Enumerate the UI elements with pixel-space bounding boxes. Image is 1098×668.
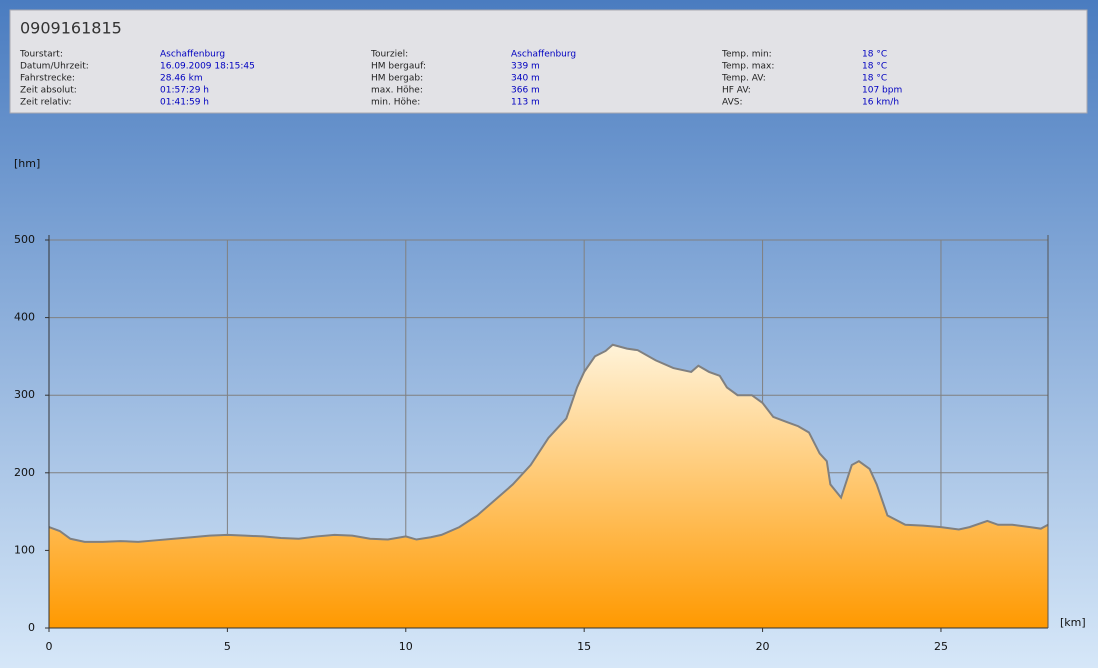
info-label: Zeit relativ: bbox=[20, 98, 72, 108]
x-axis-label: [km] bbox=[1060, 616, 1086, 629]
info-value: 16 km/h bbox=[862, 98, 899, 108]
info-panel bbox=[9, 9, 1088, 114]
info-value: 01:41:59 h bbox=[160, 98, 209, 108]
x-tick-label: 15 bbox=[577, 640, 591, 653]
info-value: 339 m bbox=[511, 62, 540, 72]
info-label: HF AV: bbox=[722, 86, 751, 96]
y-tick-label: 300 bbox=[14, 388, 35, 401]
title: 0909161815 bbox=[20, 19, 122, 38]
info-value: 340 m bbox=[511, 74, 540, 84]
info-value: 366 m bbox=[511, 86, 540, 96]
info-label: Tourstart: bbox=[19, 50, 63, 60]
info-label: max. Höhe: bbox=[371, 86, 423, 96]
y-tick-label: 0 bbox=[28, 621, 35, 634]
x-tick-label: 0 bbox=[46, 640, 53, 653]
info-label: Temp. max: bbox=[721, 62, 774, 72]
info-value: 113 m bbox=[511, 98, 540, 108]
x-tick-label: 10 bbox=[399, 640, 413, 653]
info-label: HM bergab: bbox=[371, 74, 423, 84]
info-value: 107 bpm bbox=[862, 86, 902, 96]
info-value: 01:57:29 h bbox=[160, 86, 209, 96]
info-label: min. Höhe: bbox=[371, 98, 420, 108]
y-tick-label: 100 bbox=[14, 543, 35, 556]
info-value: 18 °C bbox=[862, 62, 887, 72]
y-tick-label: 500 bbox=[14, 233, 35, 246]
info-label: Zeit absolut: bbox=[20, 86, 77, 96]
x-tick-label: 25 bbox=[934, 640, 948, 653]
y-tick-label: 400 bbox=[14, 311, 35, 324]
y-axis-label: [hm] bbox=[14, 157, 40, 170]
area-line bbox=[48, 343, 1049, 543]
info-label: Temp. AV: bbox=[721, 74, 766, 84]
x-tick-label: 5 bbox=[224, 640, 231, 653]
y-tick-label: 200 bbox=[14, 466, 35, 479]
info-value: 18 °C bbox=[862, 74, 887, 84]
info-value: Aschaffenburg bbox=[511, 50, 576, 60]
info-label: Temp. min: bbox=[721, 50, 772, 60]
info-label: Datum/Uhrzeit: bbox=[20, 62, 89, 72]
area-fill bbox=[49, 344, 1048, 628]
info-value: Aschaffenburg bbox=[160, 50, 225, 60]
info-value: 28.46 km bbox=[160, 74, 203, 84]
info-value: 16.09.2009 18:15:45 bbox=[160, 62, 255, 72]
info-label: HM bergauf: bbox=[371, 62, 426, 72]
x-tick-label: 20 bbox=[756, 640, 770, 653]
info-label: Fahrstrecke: bbox=[20, 74, 75, 84]
info-value: 18 °C bbox=[862, 50, 887, 60]
info-label: Tourziel: bbox=[370, 50, 408, 60]
info-label: AVS: bbox=[722, 98, 742, 108]
